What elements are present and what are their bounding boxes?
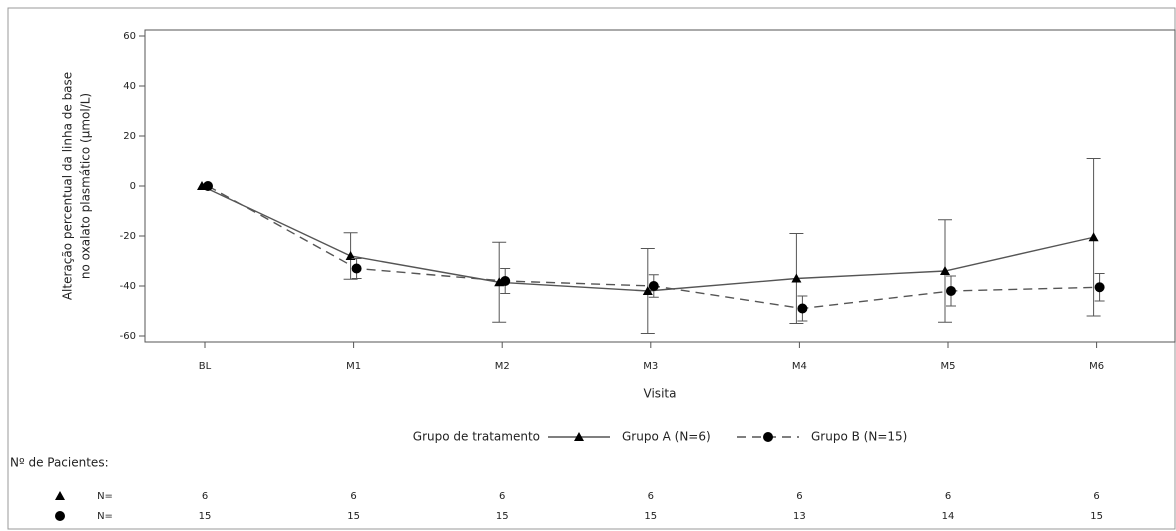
data-point <box>648 281 659 291</box>
y-tick-label: 20 <box>123 131 136 142</box>
x-tick-label: M2 <box>495 361 510 372</box>
row-marker <box>55 511 65 521</box>
patient-count: 6 <box>350 491 356 502</box>
patient-count: 6 <box>648 491 654 502</box>
x-axis-label: Visita <box>644 387 677 401</box>
x-tick-label: M1 <box>346 361 361 372</box>
x-tick-label: BL <box>199 361 212 372</box>
legend-marker <box>763 432 773 442</box>
y-tick-label: 0 <box>130 181 136 192</box>
patient-count: 15 <box>496 511 509 522</box>
outer-frame <box>7 7 1176 530</box>
legend-label: Grupo A (N=6) <box>622 430 711 444</box>
row-label: N= <box>97 491 113 502</box>
plot-frame <box>144 29 1176 343</box>
patient-count: 13 <box>793 511 806 522</box>
patient-count: 15 <box>644 511 657 522</box>
x-tick-label: M5 <box>941 361 956 372</box>
x-tick-label: M6 <box>1089 361 1104 372</box>
data-point <box>203 181 213 191</box>
patient-count: 6 <box>202 491 208 502</box>
data-point <box>791 273 802 283</box>
data-point <box>797 303 808 314</box>
legend-label: Grupo B (N=15) <box>811 430 907 444</box>
patient-count: 15 <box>347 511 360 522</box>
patient-count: 15 <box>199 511 212 522</box>
legend-title: Grupo de tratamento <box>413 430 540 444</box>
data-point <box>351 263 362 274</box>
legend-marker <box>574 432 584 441</box>
y-tick-label: -60 <box>120 331 136 342</box>
data-point <box>940 266 950 275</box>
y-tick-label: -20 <box>120 231 136 242</box>
patient-count: 6 <box>796 491 802 502</box>
y-axis-label: Alteração percentual da linha de base <box>61 72 75 300</box>
y-tick-label: 60 <box>123 31 136 42</box>
patient-count: 6 <box>1093 491 1099 502</box>
data-point <box>345 251 356 260</box>
row-label: N= <box>97 511 113 522</box>
y-tick-label: -40 <box>120 281 136 292</box>
data-point <box>642 286 653 295</box>
y-axis-label: no oxalato plasmático (µmol/L) <box>79 93 93 279</box>
data-point <box>946 286 956 296</box>
patients-title: Nº de Pacientes: <box>10 456 109 470</box>
y-tick-label: 40 <box>123 81 136 92</box>
x-tick-label: M4 <box>792 361 807 372</box>
patient-count: 6 <box>945 491 951 502</box>
row-marker <box>55 491 65 500</box>
patient-count: 15 <box>1090 511 1103 522</box>
x-tick-label: M3 <box>643 361 658 372</box>
data-point <box>500 276 511 286</box>
patient-count: 6 <box>499 491 505 502</box>
data-point <box>1094 282 1105 293</box>
data-point <box>1088 232 1099 242</box>
patient-count: 14 <box>942 511 955 522</box>
